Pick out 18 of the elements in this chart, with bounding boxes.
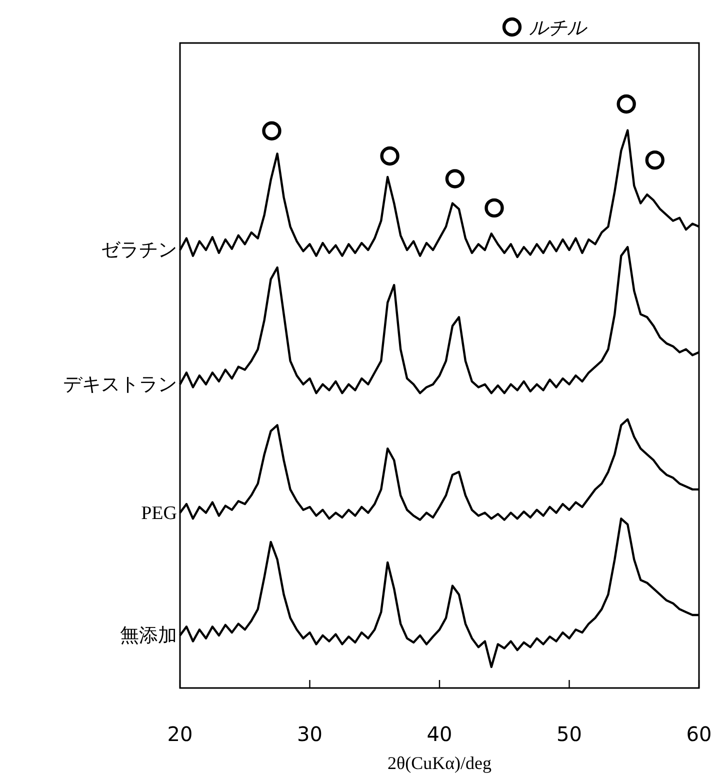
point <box>262 121 282 140</box>
point <box>484 198 504 218</box>
point <box>380 146 400 166</box>
point <box>645 150 664 170</box>
series-label: PEG <box>141 502 178 524</box>
legend-label: ルチル <box>529 18 588 39</box>
legend: ルチル <box>502 17 586 39</box>
point <box>445 169 465 188</box>
x-tick-label: 30 <box>297 722 322 746</box>
point <box>616 94 636 114</box>
x-tick-label: 20 <box>167 722 193 746</box>
x-axis-title: 2θ(CuKα)/deg <box>387 753 492 773</box>
x-tick-label: 60 <box>686 722 712 746</box>
series-label: ゼラチン <box>101 240 177 261</box>
x-tick-label: 40 <box>426 722 452 746</box>
series-label: 無添加 <box>120 625 177 646</box>
series-label: デキストラン <box>63 374 177 396</box>
x-tick-label: 50 <box>556 722 582 746</box>
